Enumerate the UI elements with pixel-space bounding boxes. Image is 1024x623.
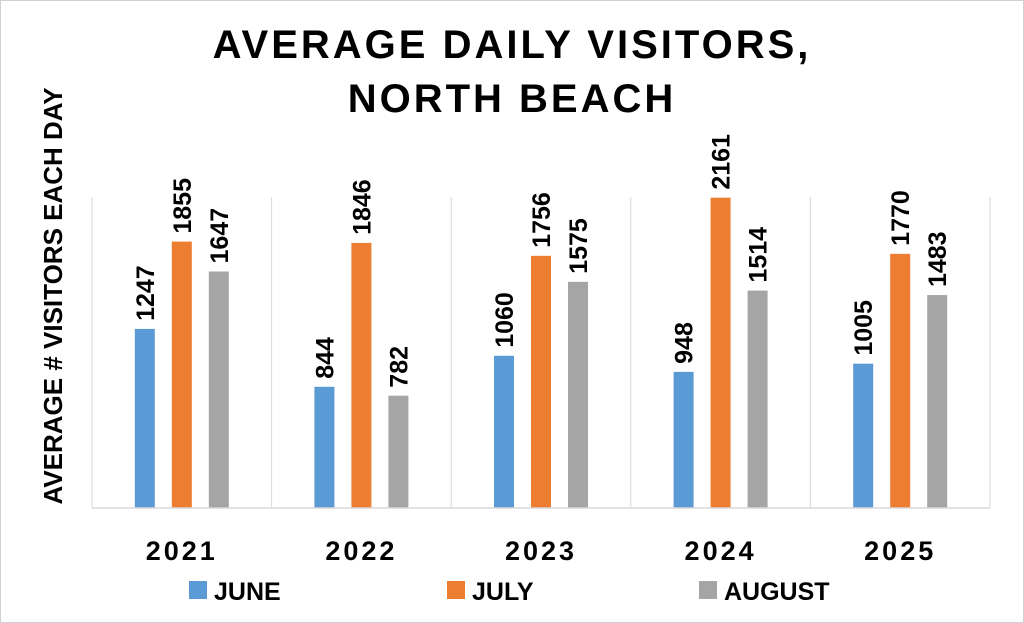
data-label-july-2022: 1846 <box>348 179 376 235</box>
bar-june-2021 <box>134 328 155 508</box>
data-label-july-2023: 1756 <box>528 192 556 248</box>
x-tick-label-2025: 2025 <box>864 536 936 566</box>
data-labels-group: 1247 1855 1647 844 1846 782 1060 1756 1575 948 216… <box>132 134 952 388</box>
data-label-july-2025: 1770 <box>887 190 915 246</box>
legend-label-july: JULY <box>472 578 534 606</box>
x-tick-label-2023: 2023 <box>505 536 577 566</box>
data-label-july-2024: 2161 <box>708 134 736 190</box>
data-label-june-2023: 1060 <box>491 292 519 348</box>
bar-june-2024 <box>673 371 694 508</box>
bar-august-2021 <box>208 271 229 508</box>
chart-title-line-1: AVERAGE DAILY VISITORS, <box>213 23 812 67</box>
x-tick-label-2024: 2024 <box>685 536 757 566</box>
bar-june-2022 <box>314 386 335 508</box>
bar-august-2025 <box>927 295 948 508</box>
legend: JUNE JULY AUGUST <box>189 578 830 606</box>
bar-july-2022 <box>351 242 372 508</box>
bar-august-2022 <box>388 395 409 508</box>
data-label-august-2025: 1483 <box>924 231 952 287</box>
x-tick-labels-group: 2021 2022 2023 2024 2025 <box>146 536 936 566</box>
bar-june-2023 <box>494 355 514 508</box>
data-label-august-2023: 1575 <box>565 218 593 274</box>
data-label-august-2022: 782 <box>385 346 413 388</box>
data-label-july-2021: 1855 <box>169 178 197 234</box>
bar-july-2024 <box>710 197 731 508</box>
chart-title-line-2: NORTH BEACH <box>348 77 677 121</box>
legend-label-june: JUNE <box>214 578 281 606</box>
x-tick-label-2021: 2021 <box>146 536 218 566</box>
x-tick-label-2022: 2022 <box>325 536 397 566</box>
bar-july-2023 <box>531 255 551 508</box>
legend-label-august: AUGUST <box>724 578 830 606</box>
legend-swatch-july <box>447 581 465 599</box>
data-label-june-2022: 844 <box>311 337 339 379</box>
data-label-august-2021: 1647 <box>206 208 234 264</box>
bar-august-2024 <box>747 290 768 508</box>
legend-swatch-june <box>189 581 207 599</box>
bar-july-2021 <box>171 241 192 508</box>
data-label-june-2024: 948 <box>671 322 699 364</box>
bar-august-2023 <box>568 281 588 508</box>
y-axis-label: AVERAGE # VISITORS EACH DAY <box>38 87 68 504</box>
data-label-august-2024: 1514 <box>745 227 773 283</box>
legend-swatch-august <box>699 581 717 599</box>
bar-june-2025 <box>853 363 874 508</box>
bar-july-2025 <box>890 253 911 508</box>
category-dividers <box>91 197 991 508</box>
data-label-june-2021: 1247 <box>132 265 160 321</box>
bars-group <box>134 197 948 508</box>
data-label-june-2025: 1005 <box>850 300 878 356</box>
